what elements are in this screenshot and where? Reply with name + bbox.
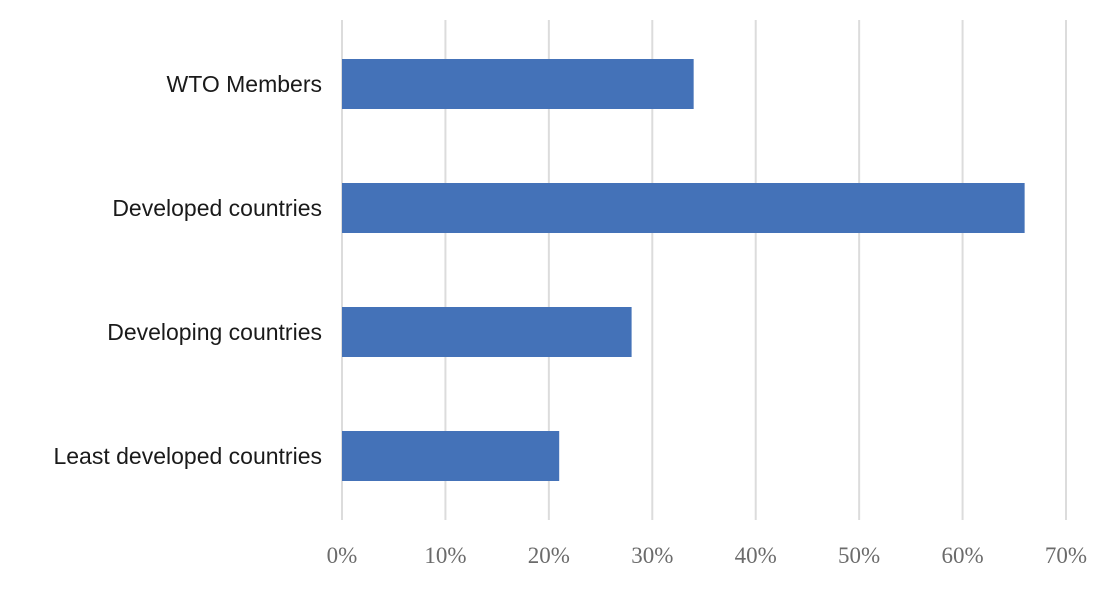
x-tick-label: 0% — [327, 543, 358, 568]
x-tick-label: 60% — [941, 543, 983, 568]
category-label: WTO Members — [167, 71, 322, 97]
category-labels: WTO Members Developed countries Developing… — [53, 71, 322, 469]
x-tick-label: 30% — [631, 543, 673, 568]
bars — [342, 59, 1025, 481]
x-tick-labels: 0% 10% 20% 30% 40% 50% 60% 70% — [327, 543, 1087, 568]
x-tick-label: 10% — [424, 543, 466, 568]
category-label: Developed countries — [112, 195, 322, 221]
bar — [342, 183, 1025, 233]
bar — [342, 307, 632, 357]
bar — [342, 59, 694, 109]
x-tick-label: 40% — [735, 543, 777, 568]
x-tick-label: 70% — [1045, 543, 1087, 568]
x-tick-label: 50% — [838, 543, 880, 568]
x-tick-label: 20% — [528, 543, 570, 568]
category-label: Developing countries — [107, 319, 322, 345]
category-label: Least developed countries — [53, 443, 322, 469]
bar — [342, 431, 560, 481]
